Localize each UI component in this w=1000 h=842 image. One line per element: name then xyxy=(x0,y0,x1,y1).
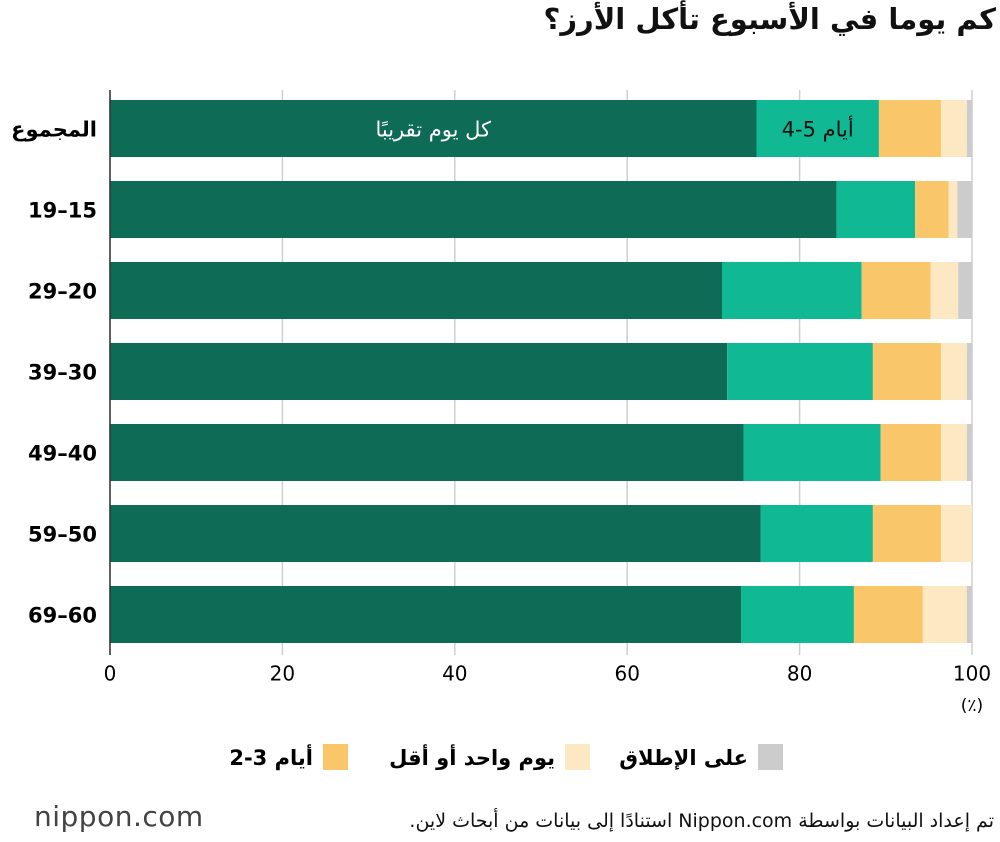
bar-segment xyxy=(756,100,879,157)
legend-swatch xyxy=(758,744,783,770)
bar-segment xyxy=(940,424,967,481)
source-note: تم إعداد البيانات بواسطة Nippon.com استن… xyxy=(409,810,994,832)
legend-label: على الإطلاق xyxy=(619,746,748,770)
y-tick-label: 19–15 xyxy=(28,199,97,223)
bar-segment xyxy=(880,424,941,481)
bar-segment xyxy=(110,586,741,643)
bar-segment xyxy=(922,586,967,643)
bar-segment xyxy=(722,262,862,319)
x-tick-label: 100 xyxy=(953,662,991,686)
bar-segment xyxy=(110,181,837,238)
x-tick-label: 20 xyxy=(270,662,295,686)
y-tick-label: 69–60 xyxy=(28,604,97,628)
bar-segment xyxy=(743,424,881,481)
bar-segment xyxy=(110,505,761,562)
x-tick-label: 80 xyxy=(787,662,812,686)
bar-segment xyxy=(872,505,941,562)
bar-segment xyxy=(740,586,854,643)
legend-swatch xyxy=(323,744,348,770)
bar-segment xyxy=(110,262,723,319)
bar-segment xyxy=(940,100,967,157)
bar-segment xyxy=(966,343,972,400)
bar-segment xyxy=(861,262,931,319)
chart-title: كم يوما في الأسبوع تأكل الأرز؟ xyxy=(543,2,997,36)
bar-segment xyxy=(930,262,959,319)
bar-segment xyxy=(940,343,967,400)
x-tick-label: 40 xyxy=(442,662,467,686)
bar-segment xyxy=(853,586,923,643)
legend-swatch xyxy=(565,744,590,770)
y-tick-label: المجموع xyxy=(11,118,97,142)
bar-segment xyxy=(836,181,916,238)
y-tick-label: 29–20 xyxy=(28,280,97,304)
x-tick-label: 60 xyxy=(614,662,639,686)
bar-segment xyxy=(110,343,728,400)
bar-segment xyxy=(957,181,972,238)
bar-segment xyxy=(948,181,958,238)
segment-series-label: كل يوم تقريبًا xyxy=(375,118,491,142)
y-tick-label: 59–50 xyxy=(28,523,97,547)
bar-segment xyxy=(966,586,972,643)
logo: nippon.com xyxy=(34,800,204,833)
bar-segment xyxy=(760,505,873,562)
legend-label: يوم واحد أو أقل xyxy=(389,743,555,770)
bar-segment xyxy=(915,181,949,238)
y-tick-label: 49–40 xyxy=(28,442,97,466)
bar-segment xyxy=(872,343,941,400)
bar-segment xyxy=(940,505,972,562)
bar-segment xyxy=(878,100,941,157)
legend-label: 2-3 أيام xyxy=(229,743,313,770)
bar-segment xyxy=(727,343,873,400)
y-tick-label: 39–30 xyxy=(28,361,97,385)
bar-segment xyxy=(966,100,972,157)
x-unit: (٪) xyxy=(961,696,983,716)
bar-segment xyxy=(110,100,757,157)
bar-segment xyxy=(966,424,972,481)
bar-segment xyxy=(958,262,972,319)
bar-segment xyxy=(110,424,744,481)
x-tick-label: 0 xyxy=(104,662,117,686)
segment-series-label: 4-5 أيام xyxy=(782,116,854,142)
